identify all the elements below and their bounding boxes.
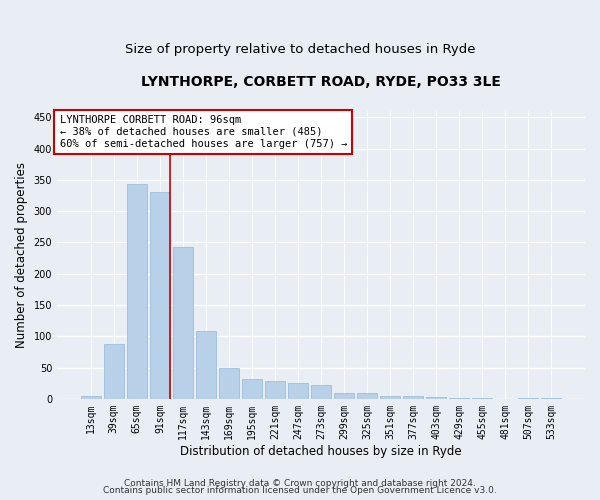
Bar <box>334 392 354 399</box>
Bar <box>449 398 469 399</box>
Bar <box>403 396 423 399</box>
Y-axis label: Number of detached properties: Number of detached properties <box>15 162 28 348</box>
Text: Size of property relative to detached houses in Ryde: Size of property relative to detached ho… <box>125 42 475 56</box>
Bar <box>357 392 377 399</box>
Bar <box>150 192 170 399</box>
X-axis label: Distribution of detached houses by size in Ryde: Distribution of detached houses by size … <box>180 444 462 458</box>
Bar <box>427 397 446 399</box>
Text: LYNTHORPE CORBETT ROAD: 96sqm
← 38% of detached houses are smaller (485)
60% of : LYNTHORPE CORBETT ROAD: 96sqm ← 38% of d… <box>59 116 347 148</box>
Title: LYNTHORPE, CORBETT ROAD, RYDE, PO33 3LE: LYNTHORPE, CORBETT ROAD, RYDE, PO33 3LE <box>141 75 501 89</box>
Bar <box>518 398 538 399</box>
Bar <box>288 383 308 399</box>
Bar <box>81 396 101 399</box>
Text: Contains HM Land Registry data © Crown copyright and database right 2024.: Contains HM Land Registry data © Crown c… <box>124 478 476 488</box>
Bar <box>242 379 262 399</box>
Bar <box>265 382 285 399</box>
Bar <box>127 184 146 399</box>
Text: Contains public sector information licensed under the Open Government Licence v3: Contains public sector information licen… <box>103 486 497 495</box>
Bar <box>104 344 124 399</box>
Bar <box>196 332 216 399</box>
Bar <box>380 396 400 399</box>
Bar <box>219 368 239 399</box>
Bar <box>173 248 193 399</box>
Bar <box>311 385 331 399</box>
Bar <box>472 398 492 399</box>
Bar <box>541 398 561 399</box>
